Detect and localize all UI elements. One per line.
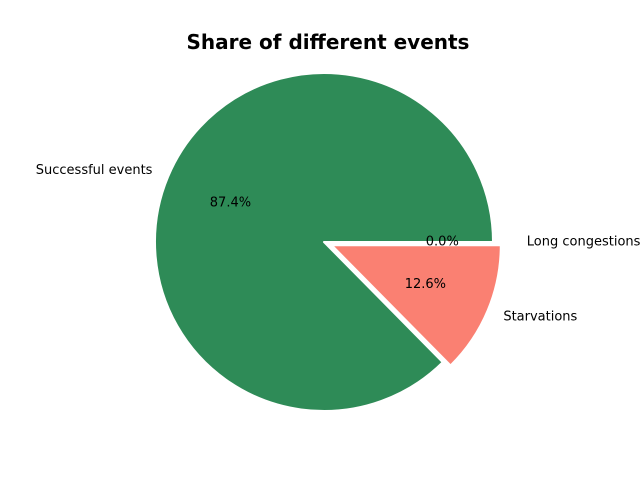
slice-label-long-congestions: Long congestions xyxy=(527,235,640,250)
pct-label-long-congestions: 0.0% xyxy=(426,235,459,250)
pie-slice-starvations xyxy=(330,244,502,367)
pct-label-successful-events: 87.4% xyxy=(210,195,251,210)
pie-labels: Successful events 87.4% Starvations 12.6% Lo… xyxy=(36,163,640,325)
pie-slice-successful-events xyxy=(154,72,494,412)
pie-wedges xyxy=(154,72,502,412)
chart-title: Share of different events xyxy=(187,30,470,54)
slice-label-successful-events: Successful events xyxy=(36,163,153,178)
slice-label-starvations: Starvations xyxy=(503,309,577,324)
pct-label-starvations: 12.6% xyxy=(405,277,446,292)
